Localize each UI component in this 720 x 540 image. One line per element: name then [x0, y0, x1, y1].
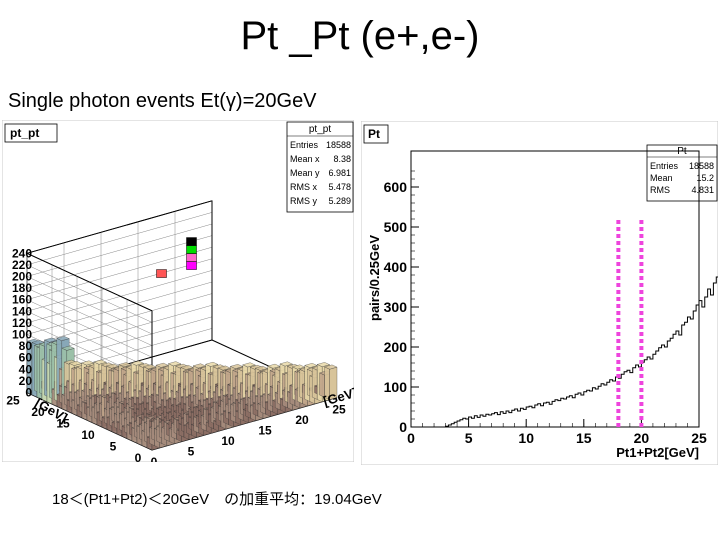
hist-x-tick-label: 20	[634, 430, 650, 446]
lego-y-tick-label: 25	[6, 394, 20, 408]
slide-title: Pt _Pt (e+,e-)	[240, 14, 480, 58]
lego-z-tick-label: 180	[12, 281, 32, 295]
hist-x-tick-label: 10	[518, 430, 534, 446]
hist-y-tick-label: 200	[384, 339, 408, 355]
lego-y-tick-label: 20	[31, 405, 45, 419]
lego-stat-value: 5.478	[328, 182, 351, 192]
lego-stat-value: 18588	[326, 140, 351, 150]
lego-stat-value: 6.981	[328, 168, 351, 178]
lego-y-tick-label: 10	[81, 428, 95, 442]
lego-stat-label: Mean y	[290, 168, 320, 178]
lego-z-tick-label: 100	[12, 328, 32, 342]
lego-x-tick-label: 15	[258, 424, 272, 438]
lego-z-tick-label: 200	[12, 270, 32, 284]
lego-peak-bar	[186, 253, 197, 262]
weighted-average-note: 18＜(Pt1+Pt2)＜20GeV の加重平均：19.04GeV	[52, 491, 382, 508]
lego-peak-bar	[156, 269, 167, 278]
hist-x-tick-label: 5	[465, 430, 473, 446]
lego-x-tick-label: 20	[295, 413, 309, 427]
lego-stats-title: pt_pt	[309, 124, 331, 135]
hist-xlabel: Pt1+Pt2[GeV]	[616, 445, 699, 460]
hist-title: Pt	[368, 127, 380, 141]
lego-z-tick-label: 80	[19, 339, 33, 353]
hist-y-tick-label: 500	[384, 219, 408, 235]
hist-x-tick-label: 15	[576, 430, 592, 446]
hist-stat-label: Entries	[650, 161, 679, 171]
hist-y-tick-label: 0	[399, 419, 407, 435]
lego-z-tick-label: 40	[19, 362, 33, 376]
lego-z-tick-label: 140	[12, 304, 32, 318]
lego-stat-label: Entries	[290, 140, 319, 150]
hist-y-tick-label: 600	[384, 179, 408, 195]
lego-stat-value: 5.289	[328, 196, 351, 206]
lego-z-tick-label: 120	[12, 316, 32, 330]
lego-peak-bar	[186, 261, 197, 270]
hist-stat-value: 18588	[689, 161, 714, 171]
lego-x-tick-label: 25	[332, 403, 346, 417]
slide-subtitle: Single photon events Et(γ)=20GeV	[8, 90, 317, 112]
hist-ylabel: pairs/0.25GeV	[367, 235, 382, 321]
lego-plot-panel: pt_pt pt_pt Entries 18588 Mean x 8.38 Mean y…	[2, 120, 354, 462]
lego-peak-bar	[186, 237, 197, 246]
lego-stats-box: pt_pt Entries 18588 Mean x 8.38 Mean y 6.981 R…	[286, 121, 354, 213]
lego-x-tick-label: 10	[221, 434, 235, 448]
hist-stat-label: RMS	[650, 185, 670, 195]
lego-z-tick-label: 60	[19, 351, 33, 365]
lego-y-tick-label: 5	[110, 440, 117, 454]
hist-stat-label: Mean	[650, 173, 673, 183]
lego-stat-value: 8.38	[333, 154, 351, 164]
lego-stat-label: Mean x	[290, 154, 320, 164]
lego-z-tick-label: 0	[25, 386, 32, 400]
lego-stat-label: RMS x	[290, 182, 318, 192]
lego-x-tick-label: 0	[151, 455, 158, 462]
hist-stat-value: 4.831	[691, 185, 714, 195]
hist-stat-value: 15.2	[696, 173, 714, 183]
lego-bar	[324, 364, 338, 400]
lego-x-tick-label: 5	[188, 445, 195, 459]
lego-title: pt_pt	[10, 126, 39, 140]
hist-y-tick-label: 100	[384, 379, 408, 395]
lego-y-tick-label: 0	[135, 451, 142, 462]
lego-z-tick-label: 220	[12, 258, 32, 272]
hist-x-tick-label: 0	[407, 430, 415, 446]
lego-z-tick-label: 160	[12, 293, 32, 307]
hist-x-tick-label: 25	[691, 430, 707, 446]
lego-z-tick-label: 240	[12, 246, 32, 260]
hist-outline	[411, 276, 718, 428]
lego-stat-label: RMS y	[290, 196, 318, 206]
lego-peak-bar	[186, 245, 197, 254]
hist-y-tick-label: 400	[384, 259, 408, 275]
lego-z-tick-label: 20	[19, 374, 33, 388]
histogram-panel: Pt Pt Entries 18588 Mean 15.2 RMS 4.831 pairs…	[361, 121, 718, 465]
lego-plot: pt_pt pt_pt Entries 18588 Mean x 8.38 Mean y…	[2, 120, 354, 462]
lego-y-tick-label: 15	[56, 417, 70, 431]
hist-y-tick-label: 300	[384, 299, 408, 315]
